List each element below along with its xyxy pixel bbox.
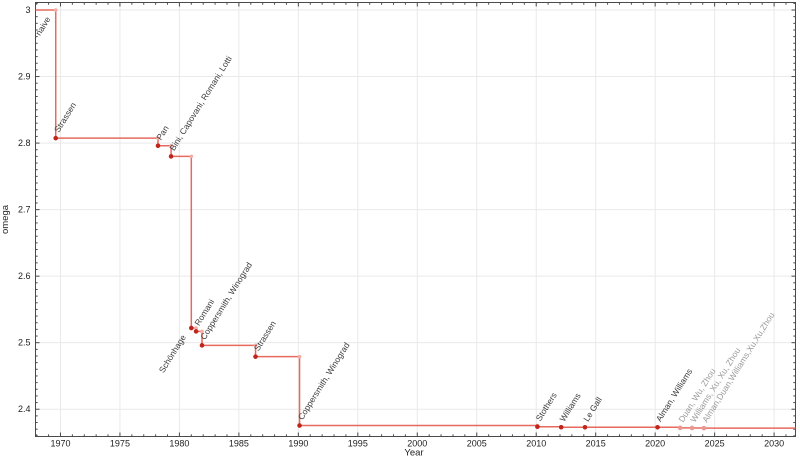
y-tick-label: 2.6: [18, 271, 31, 281]
x-tick-label: 2020: [645, 439, 665, 449]
step-corner-marker: [53, 8, 58, 12]
x-tick-label: 2000: [407, 439, 427, 449]
data-point: [199, 343, 205, 348]
point-label: Alman,Duan,Williams,Xu,Xu,Zhou: [700, 310, 776, 424]
step-corner-marker: [156, 136, 160, 140]
step-corner-marker: [297, 354, 302, 359]
data-point: [168, 154, 174, 159]
data-point: [253, 354, 258, 359]
step-corner-marker: [189, 154, 194, 159]
data-point: [535, 424, 540, 430]
x-tick-label: 1985: [229, 439, 249, 449]
y-tick-label: 2.9: [18, 72, 31, 82]
point-label: Schönhage: [157, 333, 188, 375]
data-point: [53, 135, 59, 141]
omega-step-line: [35, 9, 796, 429]
data-point: [677, 425, 683, 431]
x-tick-label: 1980: [169, 439, 189, 449]
x-tick-label: 1990: [288, 439, 308, 449]
x-tick-label: 2010: [526, 439, 546, 449]
data-point: [701, 425, 707, 431]
point-label: Pan: [154, 123, 171, 141]
y-tick-label: 2.7: [18, 205, 31, 215]
x-axis-title: Year: [404, 448, 423, 459]
data-point: [655, 424, 660, 430]
x-tick-label: 1995: [348, 439, 368, 449]
data-point: [582, 424, 588, 430]
y-tick-label: 2.4: [18, 404, 31, 414]
y-tick-label: 2.5: [18, 338, 31, 348]
data-point: [155, 143, 161, 149]
y-tick-label: 2.8: [18, 138, 31, 148]
x-tick-label: 2030: [764, 439, 784, 449]
data-point: [297, 423, 302, 428]
data-point: [558, 424, 564, 430]
x-tick-label: 1975: [110, 439, 130, 449]
step-corner-marker: [200, 329, 204, 334]
x-tick-label: 2015: [586, 439, 606, 449]
data-point: [189, 325, 194, 331]
point-label: naive: [33, 15, 52, 38]
data-point: [193, 329, 199, 334]
y-axis-title: omega: [0, 204, 11, 234]
x-tick-label: 2005: [467, 439, 487, 449]
step-corner-marker: [194, 326, 198, 330]
y-tick-label: 3: [25, 5, 30, 15]
x-tick-label: 1970: [50, 439, 70, 449]
step-corner-marker: [253, 343, 258, 348]
point-label: Bini, Capovani, Romani, Lotti: [167, 54, 234, 152]
step-corner-marker: [169, 143, 173, 148]
plot-frame: [35, 2, 796, 437]
data-point: [689, 425, 695, 431]
point-label: Strassen: [252, 319, 278, 353]
point-label: Williams: [557, 391, 582, 423]
point-label: Stothers: [534, 391, 559, 423]
x-tick-label: 2025: [705, 439, 725, 449]
